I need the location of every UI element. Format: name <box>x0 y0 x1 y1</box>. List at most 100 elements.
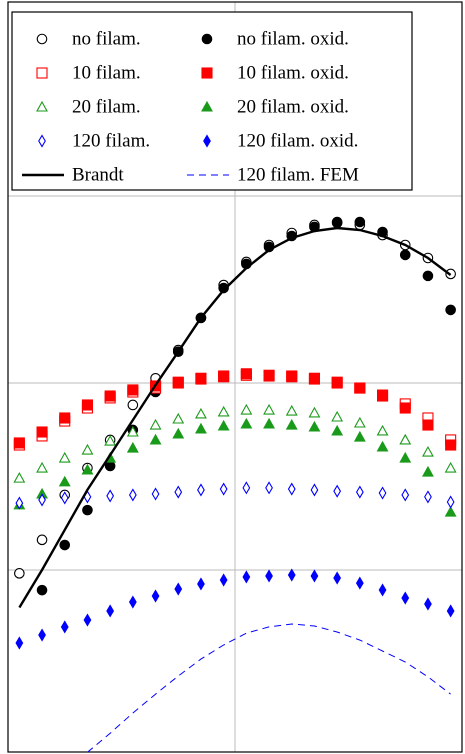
point <box>399 433 412 445</box>
point <box>13 437 25 449</box>
point <box>353 416 366 428</box>
legend-label: no filam. oxid. <box>237 28 349 49</box>
point <box>195 422 207 434</box>
point <box>38 493 46 507</box>
point <box>287 568 296 582</box>
point <box>376 440 389 452</box>
point <box>331 216 343 228</box>
point <box>127 384 139 396</box>
point <box>265 569 273 583</box>
point <box>355 576 364 590</box>
legend-label: 120 filam. <box>72 130 150 151</box>
point <box>174 485 183 499</box>
legend-label: Brandt <box>72 164 124 185</box>
point <box>399 402 411 414</box>
point <box>128 488 137 502</box>
point <box>308 420 321 432</box>
plot-frame <box>7 1 463 753</box>
point <box>197 483 205 497</box>
legend-label: 20 filam. <box>72 96 141 117</box>
point <box>172 412 185 424</box>
point <box>263 369 275 381</box>
legend-label: 120 filam. FEM <box>237 164 359 185</box>
point <box>242 481 251 495</box>
point <box>376 390 389 402</box>
point <box>149 433 162 445</box>
point <box>59 539 71 551</box>
point <box>59 412 71 424</box>
point <box>217 419 230 431</box>
point <box>15 636 24 650</box>
point <box>263 417 275 429</box>
point <box>287 482 296 496</box>
point <box>104 390 116 402</box>
point <box>60 620 69 634</box>
point <box>240 417 253 429</box>
point <box>399 249 411 261</box>
point <box>446 495 455 509</box>
legend-marker <box>36 67 48 79</box>
point <box>58 451 71 463</box>
point <box>376 424 389 436</box>
point <box>242 570 251 584</box>
point <box>399 451 412 463</box>
point <box>424 490 432 504</box>
point <box>355 485 364 499</box>
legend-marker <box>201 100 213 112</box>
point <box>401 488 410 502</box>
point <box>14 568 25 579</box>
point <box>197 577 205 591</box>
point <box>126 425 139 437</box>
legend-marker <box>38 134 46 148</box>
legend-label: 10 filam. <box>72 62 141 83</box>
legend-label: no filam. <box>72 28 141 49</box>
legend-label: 10 filam. oxid. <box>237 62 349 83</box>
point <box>104 434 117 446</box>
point <box>195 372 207 384</box>
point <box>106 489 115 503</box>
point <box>331 376 343 388</box>
point <box>424 597 432 611</box>
point <box>240 368 252 380</box>
point <box>149 418 162 430</box>
point <box>195 407 207 419</box>
point <box>331 424 344 436</box>
point <box>172 376 184 388</box>
point <box>218 370 230 382</box>
legend-marker <box>36 100 48 112</box>
point <box>240 403 253 415</box>
point <box>218 282 229 294</box>
point <box>36 461 48 473</box>
point <box>151 589 160 603</box>
point <box>83 613 92 627</box>
point <box>58 475 71 487</box>
point <box>422 445 434 457</box>
point <box>172 427 185 439</box>
point <box>15 496 24 510</box>
legend-label: 20 filam. oxid. <box>237 96 349 117</box>
legend-marker <box>203 134 211 148</box>
point <box>217 405 230 417</box>
point <box>36 584 48 596</box>
point <box>310 569 319 583</box>
line <box>18 226 452 609</box>
point <box>354 216 366 228</box>
point <box>310 483 319 497</box>
point <box>104 460 116 472</box>
point <box>151 487 160 501</box>
point <box>106 604 115 618</box>
point <box>265 481 273 495</box>
point <box>308 406 321 418</box>
point <box>446 604 455 618</box>
point <box>422 419 434 431</box>
point <box>378 583 387 597</box>
point <box>60 491 69 505</box>
point <box>353 430 366 442</box>
point <box>82 504 93 516</box>
point <box>128 595 137 609</box>
point <box>81 443 94 455</box>
legend-label: 120 filam. oxid. <box>237 130 358 151</box>
point <box>36 534 48 546</box>
point <box>401 591 410 605</box>
point <box>13 471 26 483</box>
